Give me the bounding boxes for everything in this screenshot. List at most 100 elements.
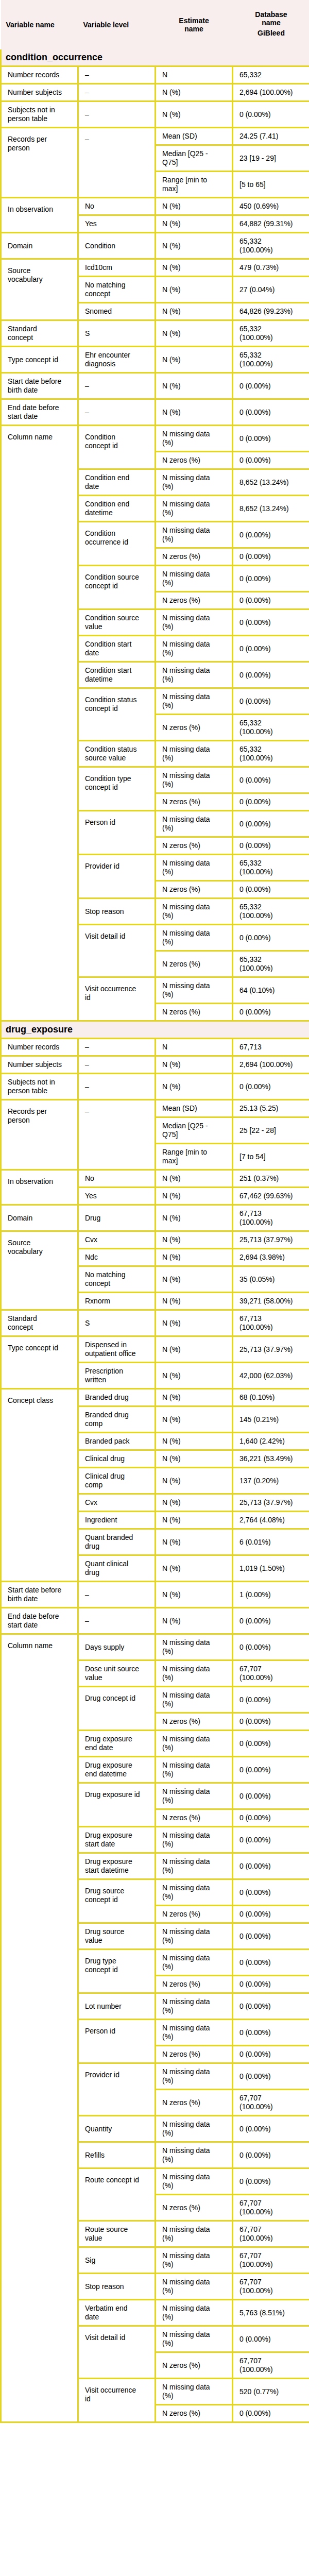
value-cell: 0 (0.00%) <box>233 1923 309 1950</box>
value-cell: 27 (0.04%) <box>233 277 309 303</box>
variable-level-cell: – <box>78 1582 156 1608</box>
estimate-name-cell: N missing data (%) <box>156 2063 233 2090</box>
value-cell: 67,713 (100.00%) <box>233 1205 309 1231</box>
value-cell: 42,000 (62.03%) <box>233 1363 309 1389</box>
estimate-name-cell: Median [Q25 - Q75] <box>156 145 233 172</box>
variable-level-cell: Visit detail id <box>78 925 156 977</box>
estimate-name-cell: N <box>156 66 233 84</box>
value-cell: 23 [19 - 29] <box>233 145 309 172</box>
value-cell: 65,332 (100.00%) <box>233 855 309 881</box>
variable-level-cell: Dispensed in outpatient office <box>78 1336 156 1363</box>
estimate-name-cell: N (%) <box>156 1433 233 1450</box>
value-cell: 64,882 (99.31%) <box>233 215 309 233</box>
variable-level-cell: Rxnorm <box>78 1293 156 1310</box>
estimate-name-cell: N missing data (%) <box>156 688 233 715</box>
value-cell: 67,707 (100.00%) <box>233 2274 309 2300</box>
variable-level-cell: Drug source value <box>78 1923 156 1950</box>
variable-level-cell: Condition status source value <box>78 741 156 767</box>
variable-level-cell: Condition <box>78 233 156 259</box>
table-row: In observationNoN (%)450 (0.69%) <box>1 198 309 215</box>
value-cell: 25 [22 - 28] <box>233 1117 309 1144</box>
variable-level-cell: – <box>78 66 156 84</box>
variable-level-cell: Refills <box>78 2142 156 2168</box>
estimate-name-cell: N missing data (%) <box>156 566 233 592</box>
variable-name-cell: In observation <box>1 198 78 233</box>
estimate-name-cell: N (%) <box>156 1529 233 1555</box>
value-cell: 479 (0.73%) <box>233 259 309 277</box>
value-cell: 67,707 (100.00%) <box>233 2195 309 2221</box>
table-row: Source vocabularyCvxN (%)25,713 (37.97%) <box>1 1231 309 1249</box>
variable-name-cell: Records per person <box>1 1100 78 1170</box>
estimate-name-cell: N missing data (%) <box>156 2300 233 2326</box>
estimate-name-cell: N missing data (%) <box>156 2020 233 2046</box>
variable-level-cell: Clinical drug comp <box>78 1468 156 1494</box>
variable-level-cell: Snomed <box>78 303 156 320</box>
table-row: Type concept idEhr encounter diagnosisN … <box>1 347 309 373</box>
table-row: DomainConditionN (%)65,332 (100.00%) <box>1 233 309 259</box>
variable-level-cell: S <box>78 1310 156 1336</box>
estimate-name-cell: N missing data (%) <box>156 2168 233 2195</box>
variable-level-cell: Drug exposure id <box>78 1783 156 1827</box>
estimate-name-cell: N zeros (%) <box>156 1976 233 1993</box>
estimate-name-cell: N missing data (%) <box>156 2379 233 2405</box>
estimate-name-cell: N (%) <box>156 1582 233 1608</box>
table-row: Number records–N65,332 <box>1 66 309 84</box>
variable-level-cell: Condition concept id <box>78 426 156 469</box>
table-row: Number subjects–N (%)2,694 (100.00%) <box>1 1056 309 1074</box>
value-cell: 0 (0.00%) <box>233 2168 309 2195</box>
estimate-name-cell: N (%) <box>156 1074 233 1100</box>
variable-name-cell: In observation <box>1 1170 78 1205</box>
value-cell: 0 (0.00%) <box>233 2142 309 2168</box>
variable-name-cell: Start date before birth date <box>1 373 78 399</box>
estimate-name-cell: N missing data (%) <box>156 609 233 636</box>
estimate-name-cell: N zeros (%) <box>156 793 233 811</box>
estimate-name-cell: N missing data (%) <box>156 2116 233 2142</box>
variable-level-cell: Stop reason <box>78 899 156 925</box>
estimate-name-cell: N (%) <box>156 1310 233 1336</box>
value-cell: 0 (0.00%) <box>233 688 309 715</box>
variable-level-cell: Provider id <box>78 855 156 899</box>
section-header-row: condition_occurrence <box>1 49 309 66</box>
value-cell: 64,826 (99.23%) <box>233 303 309 320</box>
variable-level-cell: Cvx <box>78 1494 156 1512</box>
variable-level-cell: – <box>78 1056 156 1074</box>
estimate-name-cell: N (%) <box>156 1468 233 1494</box>
summary-report-page: Variable name Variable level Estimate na… <box>0 0 309 2423</box>
table-row: Number subjects–N (%)2,694 (100.00%) <box>1 84 309 101</box>
estimate-name-cell: N zeros (%) <box>156 951 233 977</box>
variable-level-cell: Drug type concept id <box>78 1950 156 1993</box>
estimate-name-cell: Range [min to max] <box>156 172 233 198</box>
variable-name-cell: End date before start date <box>1 1608 78 1634</box>
value-cell: 39,271 (58.00%) <box>233 1293 309 1310</box>
estimate-name-cell: N (%) <box>156 320 233 347</box>
variable-level-cell: Dose unit source value <box>78 1660 156 1687</box>
variable-name-cell: Number subjects <box>1 84 78 101</box>
variable-name-cell: Column name <box>1 1634 78 2422</box>
estimate-name-cell: N missing data (%) <box>156 1950 233 1976</box>
value-cell: 0 (0.00%) <box>233 2116 309 2142</box>
variable-name-cell: Number subjects <box>1 1056 78 1074</box>
estimate-name-cell: N missing data (%) <box>156 1660 233 1687</box>
estimate-name-cell: N missing data (%) <box>156 662 233 688</box>
variable-name-cell: Domain <box>1 233 78 259</box>
variable-level-cell: No <box>78 1170 156 1188</box>
variable-level-cell: – <box>78 128 156 198</box>
value-cell: 0 (0.00%) <box>233 662 309 688</box>
estimate-name-cell: N zeros (%) <box>156 715 233 741</box>
value-cell: 65,332 (100.00%) <box>233 320 309 347</box>
variable-level-cell: – <box>78 1100 156 1170</box>
value-cell: 0 (0.00%) <box>233 522 309 548</box>
value-cell: 8,652 (13.24%) <box>233 469 309 496</box>
value-cell: 0 (0.00%) <box>233 636 309 662</box>
estimate-name-cell: N (%) <box>156 1336 233 1363</box>
estimate-name-cell: N zeros (%) <box>156 1906 233 1923</box>
estimate-name-cell: N (%) <box>156 101 233 128</box>
estimate-name-cell: N (%) <box>156 1555 233 1582</box>
estimate-name-cell: N missing data (%) <box>156 899 233 925</box>
value-cell: 0 (0.00%) <box>233 548 309 566</box>
variable-level-cell: Lot number <box>78 1993 156 2020</box>
estimate-name-cell: N missing data (%) <box>156 1783 233 1809</box>
estimate-name-cell: N missing data (%) <box>156 1634 233 1660</box>
value-cell: 0 (0.00%) <box>233 793 309 811</box>
estimate-name-cell: N zeros (%) <box>156 2352 233 2379</box>
